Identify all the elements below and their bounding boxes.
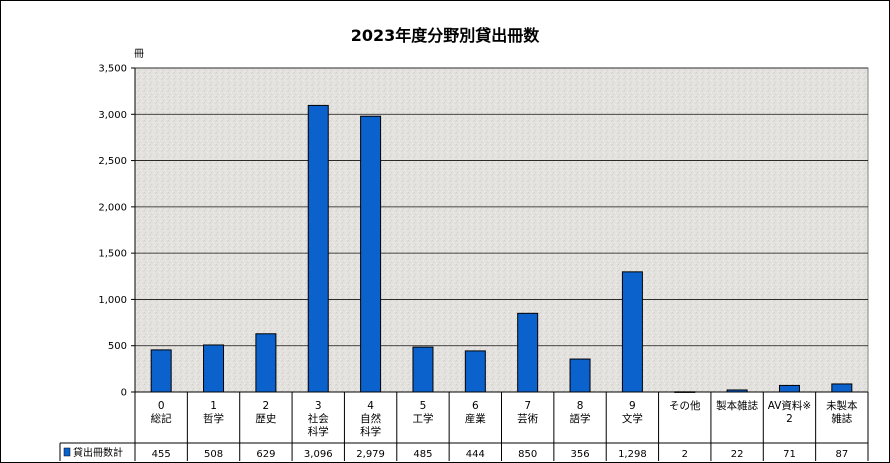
x-category-label: 7 芸術: [517, 400, 538, 425]
data-value-label: 1,298: [618, 449, 647, 460]
x-category-label: AV資料※ 2: [768, 399, 812, 425]
x-category-label: 4 自然科学: [360, 400, 381, 438]
bar: [150, 349, 172, 393]
data-value-label: 22: [731, 449, 744, 460]
y-tick-label: 3,000: [98, 110, 127, 121]
data-value-label: 356: [570, 449, 589, 460]
y-tick-label: 0: [121, 388, 127, 399]
x-category-label: 6 産業: [465, 400, 486, 425]
x-category-label: 8 語学: [570, 400, 591, 425]
data-value-label: 508: [204, 449, 223, 460]
y-tick-label: 1,000: [98, 295, 127, 306]
bar: [778, 384, 800, 393]
bar: [464, 350, 486, 393]
x-category-label: 製本雑誌: [716, 399, 758, 412]
y-tick-label: 2,000: [98, 202, 127, 213]
y-tick-label: 2,500: [98, 156, 127, 167]
x-category-label: 2 歴史: [255, 400, 276, 425]
bar: [674, 391, 696, 393]
bar: [307, 104, 329, 393]
x-category-label: 1 哲学: [203, 400, 224, 425]
data-value-label: 485: [413, 449, 432, 460]
x-category-label: 5 工学: [412, 400, 433, 425]
bar: [621, 271, 643, 393]
bar: [255, 333, 277, 393]
bar: [569, 358, 591, 393]
chart-title: 2023年度分野別貸出冊数: [350, 26, 540, 45]
data-value-label: 2: [682, 449, 688, 460]
y-tick-label: 1,500: [98, 249, 127, 260]
data-value-label: 71: [783, 449, 796, 460]
y-axis-unit: 冊: [134, 49, 144, 60]
bar: [517, 312, 539, 393]
legend-swatch: [63, 447, 71, 457]
bar: [203, 344, 225, 393]
x-category-label: 未製本雑誌: [826, 399, 858, 425]
x-category-label: 3 社会科学: [308, 400, 329, 438]
data-value-label: 629: [256, 449, 275, 460]
data-value-label: 3,096: [304, 449, 333, 460]
data-value-label: 850: [518, 449, 537, 460]
data-value-label: 2,979: [356, 449, 385, 460]
data-value-label: 87: [835, 449, 848, 460]
bar: [412, 346, 434, 393]
y-tick-label: 500: [108, 341, 127, 352]
plot-area: [134, 67, 869, 393]
bar: [726, 389, 748, 393]
bar: [831, 383, 853, 393]
y-tick-label: 3,500: [98, 64, 127, 75]
data-value-label: 455: [152, 449, 171, 460]
x-category-label: 0 総記: [151, 400, 172, 425]
bar: [360, 115, 382, 393]
x-category-label: 9 文学: [622, 400, 643, 425]
data-value-label: 444: [466, 449, 485, 460]
legend-label: 貸出冊数計: [73, 446, 123, 459]
x-category-label: その他: [669, 399, 701, 412]
